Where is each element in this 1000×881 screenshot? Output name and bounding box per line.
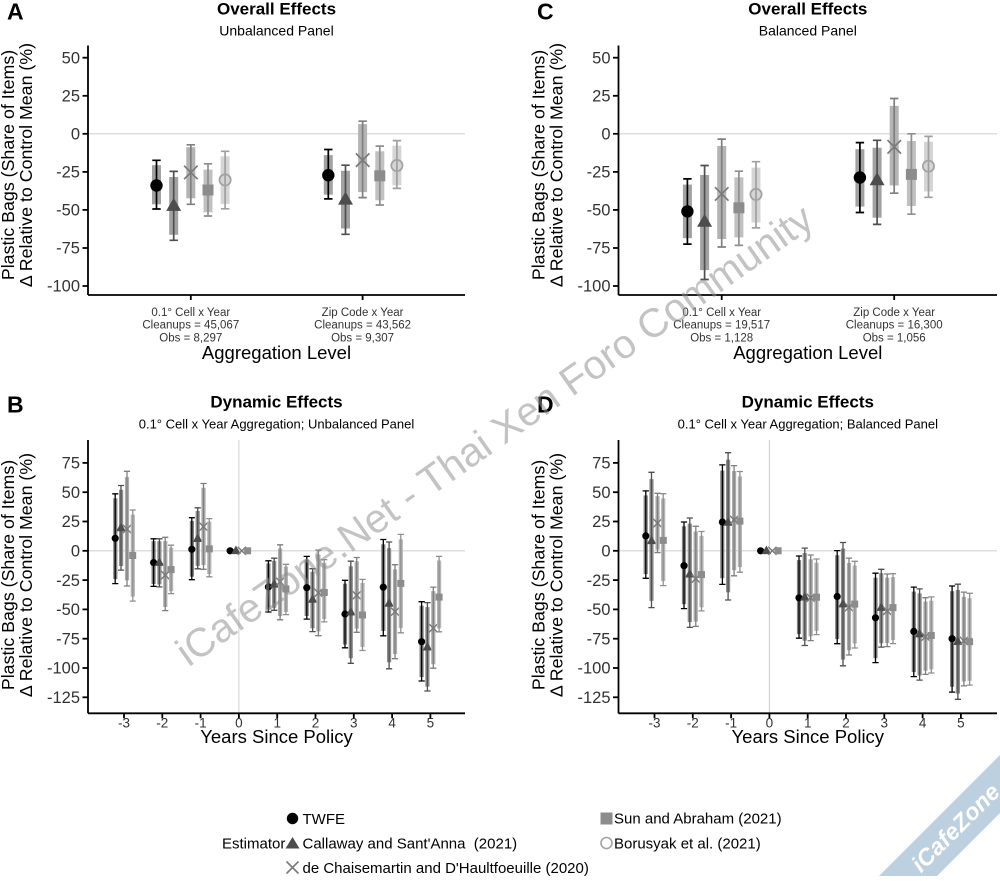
svg-text:3: 3 <box>881 716 889 731</box>
svg-text:-75: -75 <box>587 240 611 258</box>
svg-text:Plastic Bags (Share of Items): Plastic Bags (Share of Items) <box>0 50 18 280</box>
svg-text:0: 0 <box>601 543 610 561</box>
svg-text:50: 50 <box>592 484 610 502</box>
svg-text:Δ Relative to Control Mean (%): Δ Relative to Control Mean (%) <box>547 43 567 287</box>
svg-text:25: 25 <box>592 88 610 106</box>
svg-text:0.1° Cell x Year Aggregation;: 0.1° Cell x Year Aggregation; Balanced P… <box>678 417 938 432</box>
svg-text:-25: -25 <box>587 164 611 182</box>
svg-text:Borusyak et al. (2021): Borusyak et al. (2021) <box>614 836 761 853</box>
svg-text:Balanced Panel: Balanced Panel <box>759 23 857 39</box>
svg-text:Aggregation Level: Aggregation Level <box>733 342 882 363</box>
svg-text:B: B <box>7 392 24 418</box>
svg-text:0.1° Cell x Year Aggregation;: 0.1° Cell x Year Aggregation; Unbalanced… <box>139 417 415 432</box>
svg-text:1: 1 <box>273 716 281 731</box>
svg-text:Aggregation Level: Aggregation Level <box>202 342 351 363</box>
svg-text:Zip Code x Year: Zip Code x Year <box>322 307 404 319</box>
svg-text:-1: -1 <box>725 716 737 731</box>
svg-text:2: 2 <box>842 716 850 731</box>
svg-text:2: 2 <box>312 716 320 731</box>
svg-text:0.1° Cell x Year: 0.1° Cell x Year <box>151 307 230 319</box>
svg-text:de Chaisemartin and D'Haultfoe: de Chaisemartin and D'Haultfoeuille (202… <box>303 860 589 876</box>
svg-text:Cleanups = 43,562: Cleanups = 43,562 <box>314 320 411 332</box>
svg-text:0: 0 <box>71 126 80 144</box>
svg-text:Plastic Bags (Share of Items): Plastic Bags (Share of Items) <box>529 50 549 280</box>
svg-text:25: 25 <box>62 88 80 106</box>
svg-text:-100: -100 <box>577 278 610 296</box>
svg-text:-25: -25 <box>56 572 80 590</box>
svg-text:Cleanups = 45,067: Cleanups = 45,067 <box>142 320 239 332</box>
svg-text:-1: -1 <box>195 716 207 731</box>
svg-text:Overall Effects: Overall Effects <box>748 0 867 19</box>
svg-text:Years Since Policy: Years Since Policy <box>732 726 885 747</box>
svg-text:TWFE: TWFE <box>303 811 346 828</box>
svg-text:-50: -50 <box>587 202 611 220</box>
svg-text:Zip Code x Year: Zip Code x Year <box>853 307 935 319</box>
svg-text:-100: -100 <box>577 660 610 678</box>
svg-text:0: 0 <box>601 126 610 144</box>
svg-text:75: 75 <box>62 455 80 473</box>
svg-text:Obs = 1,056: Obs = 1,056 <box>863 333 926 345</box>
svg-text:Sun and Abraham (2021): Sun and Abraham (2021) <box>614 811 782 828</box>
svg-text:-125: -125 <box>47 689 80 707</box>
svg-text:-3: -3 <box>648 716 660 731</box>
svg-text:Δ Relative to Control Mean (%): Δ Relative to Control Mean (%) <box>16 43 36 287</box>
svg-text:-2: -2 <box>687 716 699 731</box>
svg-text:Cleanups = 19,517: Cleanups = 19,517 <box>673 320 770 332</box>
svg-text:-3: -3 <box>118 716 130 731</box>
svg-text:5: 5 <box>957 716 965 731</box>
svg-text:-100: -100 <box>47 278 80 296</box>
svg-text:Plastic Bags (Share of Items): Plastic Bags (Share of Items) <box>529 460 549 690</box>
svg-text:5: 5 <box>427 716 435 731</box>
svg-text:Obs = 9,307: Obs = 9,307 <box>331 333 394 345</box>
svg-text:25: 25 <box>592 513 610 531</box>
svg-text:-75: -75 <box>56 240 80 258</box>
svg-text:4: 4 <box>388 716 396 731</box>
svg-text:Plastic Bags (Share of Items): Plastic Bags (Share of Items) <box>0 460 18 690</box>
svg-text:25: 25 <box>62 513 80 531</box>
svg-text:Cleanups = 16,300: Cleanups = 16,300 <box>846 320 943 332</box>
svg-text:Δ Relative to Control Mean (%): Δ Relative to Control Mean (%) <box>16 453 36 697</box>
svg-text:-25: -25 <box>587 572 611 590</box>
svg-text:50: 50 <box>62 49 80 67</box>
svg-text:-50: -50 <box>587 601 611 619</box>
svg-text:0.1° Cell x Year: 0.1° Cell x Year <box>682 307 761 319</box>
svg-text:Dynamic Effects: Dynamic Effects <box>742 393 874 412</box>
svg-text:Obs = 1,128: Obs = 1,128 <box>690 333 753 345</box>
svg-text:-2: -2 <box>156 716 168 731</box>
svg-text:3: 3 <box>350 716 358 731</box>
svg-text:50: 50 <box>62 484 80 502</box>
svg-text:Obs = 8,297: Obs = 8,297 <box>159 333 222 345</box>
svg-text:Δ Relative to Control Mean (%): Δ Relative to Control Mean (%) <box>547 453 567 697</box>
svg-text:50: 50 <box>592 49 610 67</box>
svg-text:Unbalanced Panel: Unbalanced Panel <box>219 23 333 39</box>
svg-text:-75: -75 <box>56 630 80 648</box>
svg-text:Dynamic Effects: Dynamic Effects <box>210 393 342 412</box>
svg-text:0: 0 <box>71 543 80 561</box>
svg-text:1: 1 <box>804 716 812 731</box>
svg-text:Overall Effects: Overall Effects <box>217 0 336 19</box>
svg-text:-100: -100 <box>47 660 80 678</box>
svg-text:C: C <box>537 0 554 25</box>
svg-text:-50: -50 <box>56 601 80 619</box>
svg-text:0: 0 <box>766 716 774 731</box>
svg-text:Years Since Policy: Years Since Policy <box>200 726 353 747</box>
svg-text:75: 75 <box>592 455 610 473</box>
svg-text:D: D <box>537 392 554 418</box>
svg-text:Estimator: Estimator <box>222 836 285 853</box>
svg-text:-125: -125 <box>577 689 610 707</box>
svg-text:4: 4 <box>919 716 927 731</box>
svg-text:Callaway and Sant'Anna (2021): Callaway and Sant'Anna (2021) <box>303 836 518 853</box>
svg-text:-75: -75 <box>587 630 611 648</box>
svg-text:-25: -25 <box>56 164 80 182</box>
svg-text:0: 0 <box>235 716 243 731</box>
svg-text:-50: -50 <box>56 202 80 220</box>
svg-text:A: A <box>7 0 24 25</box>
